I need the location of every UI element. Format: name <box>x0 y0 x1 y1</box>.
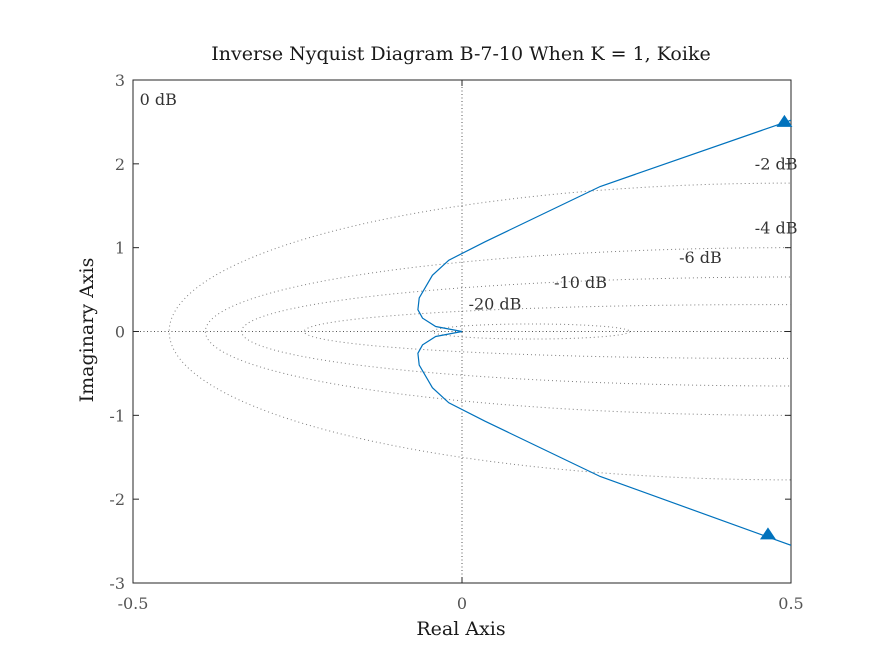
contour-db-label: 0 dB <box>140 90 177 109</box>
chart-title: Inverse Nyquist Diagram B-7-10 When K = … <box>211 43 710 65</box>
contour-db-label: -10 dB <box>554 273 607 292</box>
contour-db-label: -20 dB <box>469 295 522 314</box>
y-tick-label: 2 <box>115 155 125 174</box>
y-tick-label: 1 <box>115 239 125 258</box>
y-axis-label: Imaginary Axis <box>76 258 98 403</box>
x-tick-label: -0.5 <box>118 594 149 613</box>
direction-arrow <box>776 114 793 127</box>
x-tick-label: 0 <box>457 594 467 613</box>
x-tick-label: 0.5 <box>778 594 803 613</box>
plot-area: -0.5 0 0.5 -3 -2 -1 0 1 2 3 0 dB -2 dB -4 dB -6 dB -10… <box>109 71 803 613</box>
direction-arrow <box>759 527 776 540</box>
x-axis-label: Real Axis <box>416 618 505 640</box>
series-group <box>417 119 791 546</box>
y-tick-label: -3 <box>109 574 125 593</box>
y-tick-label: 3 <box>115 71 125 90</box>
contour-db-label: -2 dB <box>755 155 798 174</box>
contour-db-label: -4 dB <box>755 218 798 237</box>
y-tick-label: -1 <box>109 406 125 425</box>
y-tick-label: -2 <box>109 490 125 509</box>
nyquist-curve <box>417 119 791 546</box>
y-tick-label: 0 <box>115 323 125 342</box>
contour-5 <box>431 323 631 340</box>
contour-db-label: -6 dB <box>679 248 722 267</box>
